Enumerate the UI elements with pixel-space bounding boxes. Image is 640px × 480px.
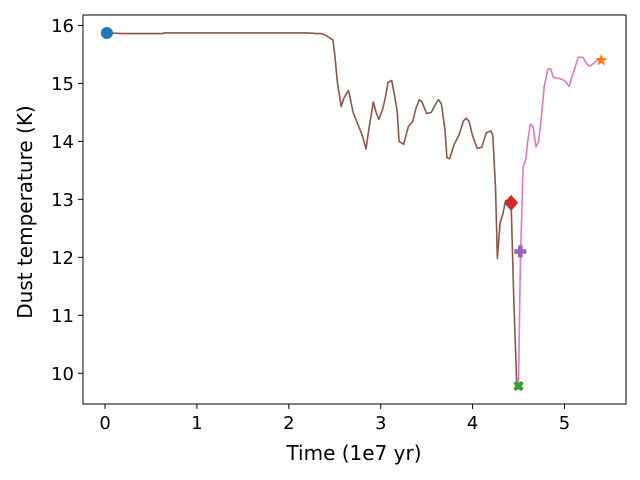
y-tick-label: 13 (51, 190, 74, 211)
marker-x (513, 381, 524, 392)
y-tick-label: 15 (51, 74, 74, 95)
marker-circle (100, 26, 113, 39)
y-tick-label: 11 (51, 306, 74, 327)
series-line-1 (106, 32, 520, 387)
plot-layer (100, 26, 608, 392)
x-tick-label: 1 (191, 413, 202, 434)
series-line-2 (517, 56, 602, 386)
x-tick-label: 4 (467, 413, 478, 434)
y-tick-label: 16 (51, 16, 74, 37)
x-tick-label: 5 (559, 413, 570, 434)
x-tick-label: 3 (375, 413, 386, 434)
y-tick-label: 12 (51, 248, 74, 269)
y-axis-label: Dust temperature (K) (13, 105, 37, 319)
marker-star (595, 53, 608, 66)
plot-frame (82, 14, 627, 405)
x-tick-label: 2 (283, 413, 294, 434)
x-tick-label: 0 (99, 413, 110, 434)
y-tick-label: 14 (51, 132, 74, 153)
x-axis-label: Time (1e7 yr) (285, 441, 421, 465)
marker-diamond (504, 194, 519, 211)
marker-plus (514, 245, 527, 258)
y-tick-label: 10 (51, 364, 74, 385)
